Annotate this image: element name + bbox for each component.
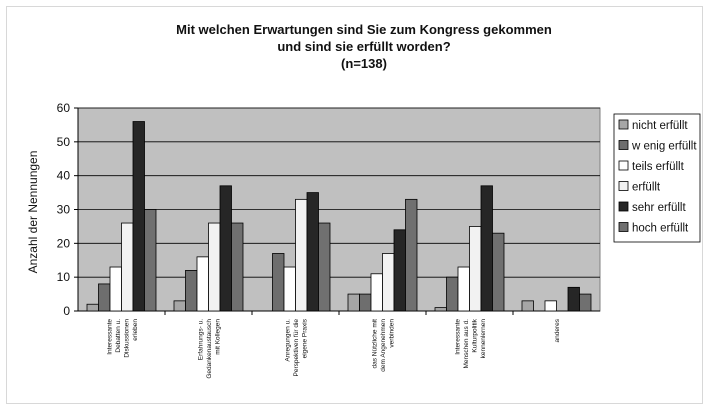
bar <box>121 222 134 312</box>
bar <box>544 300 557 312</box>
bar <box>219 185 232 312</box>
category-label-line: verbinden <box>389 319 396 348</box>
bar <box>272 253 285 312</box>
legend-box <box>613 113 701 243</box>
legend-swatch <box>618 140 629 150</box>
category-label-line: Perspektiven für die <box>293 319 300 377</box>
category-label-line: Kulturpolitik <box>471 318 478 352</box>
legend: nicht erfüllt w enig erfüllt teils erfüllt… <box>613 113 701 243</box>
bar <box>98 283 111 312</box>
category-label: anderes <box>554 318 561 342</box>
category-label-line: Gedankenaustausch <box>206 319 213 379</box>
bar <box>208 222 221 312</box>
bar <box>492 232 505 312</box>
category-label-line: eigene Praxis <box>302 318 309 358</box>
bar <box>109 266 122 312</box>
bar <box>469 226 482 312</box>
legend-entry: sehr erfüllt <box>632 202 686 214</box>
bar <box>144 209 157 312</box>
bar <box>393 229 406 312</box>
category-label-line: Menschen aus d. <box>463 319 470 369</box>
category-label-line: das Nützliche mit <box>372 319 379 369</box>
chart-frame <box>6 6 703 404</box>
y-tick-label: 60 <box>57 101 71 115</box>
legend-entry: erfüllt <box>632 182 661 194</box>
legend-swatch <box>618 181 629 191</box>
category-label-line: Interessante <box>454 319 461 355</box>
category-label: Anregungen u. Perspektiven für die eigene … <box>285 318 309 376</box>
legend-swatch <box>618 201 629 212</box>
category-label-line: Anregungen u. <box>285 319 292 362</box>
bar <box>295 198 308 312</box>
bar <box>185 269 198 312</box>
category-label-line: Diskussionen <box>123 319 130 358</box>
bar <box>405 198 418 312</box>
category-label-line: mit Kollegen <box>215 319 222 355</box>
chart-title: Mit welchen Erwartungen sind Sie zum Kon… <box>176 22 552 71</box>
category-label: Interessante Menschen aus d. Kulturpolitik… <box>454 318 487 368</box>
legend-swatch <box>618 119 629 130</box>
category-label-line: dem Angenehmen <box>380 319 387 372</box>
y-tick-label: 10 <box>57 270 71 284</box>
y-axis-label: Anzahl der Nennungen <box>26 151 40 274</box>
category-label: das Nützliche mit dem Angenehmen verbinden <box>372 319 396 372</box>
y-tick-label: 20 <box>57 236 71 250</box>
bar <box>283 266 296 312</box>
legend-entry: nicht erfüllt <box>632 120 688 132</box>
bar <box>446 276 459 312</box>
bar <box>359 293 372 312</box>
y-tick-label: 40 <box>57 169 71 183</box>
legend-entry: w enig erfüllt <box>631 141 697 153</box>
bar <box>196 256 209 312</box>
bar <box>318 222 331 312</box>
category-label-line: Debatten u. <box>115 319 122 353</box>
y-tick-label: 0 <box>63 304 70 318</box>
bar <box>86 303 99 312</box>
title-line-1: Mit welchen Erwartungen sind Sie zum Kon… <box>176 22 552 37</box>
legend-swatch <box>618 222 629 232</box>
category-label-line: Interessante <box>106 319 113 355</box>
bar <box>480 185 493 312</box>
bar <box>231 222 244 312</box>
bar <box>434 307 447 312</box>
bar <box>347 293 360 312</box>
category-label-line: kennenlernen <box>480 319 487 359</box>
bar <box>567 286 580 312</box>
bar <box>370 273 383 312</box>
category-label-line: erleben <box>132 319 139 341</box>
bar <box>579 293 592 312</box>
category-label-line: anderes <box>554 318 561 342</box>
bar <box>173 300 186 312</box>
category-label: Erfahrungs- u. Gedankenaustausch mit Kolle… <box>198 319 222 379</box>
y-tick-label: 30 <box>57 203 71 217</box>
category-label-line: Erfahrungs- u. <box>198 319 205 360</box>
category-label: Interessante Debatten u. Diskussionen erleb… <box>106 319 139 358</box>
bar <box>521 300 534 312</box>
bar <box>457 266 470 312</box>
y-tick-label: 50 <box>57 135 71 149</box>
bar <box>382 253 395 312</box>
title-line-2: und sind sie erfüllt worden? <box>277 39 450 54</box>
legend-swatch <box>618 160 629 171</box>
bar <box>132 121 145 312</box>
legend-entry: hoch erfüllt <box>632 223 689 235</box>
legend-entry: teils erfüllt <box>632 161 685 173</box>
bar <box>306 192 319 312</box>
title-line-3: (n=138) <box>341 56 387 71</box>
